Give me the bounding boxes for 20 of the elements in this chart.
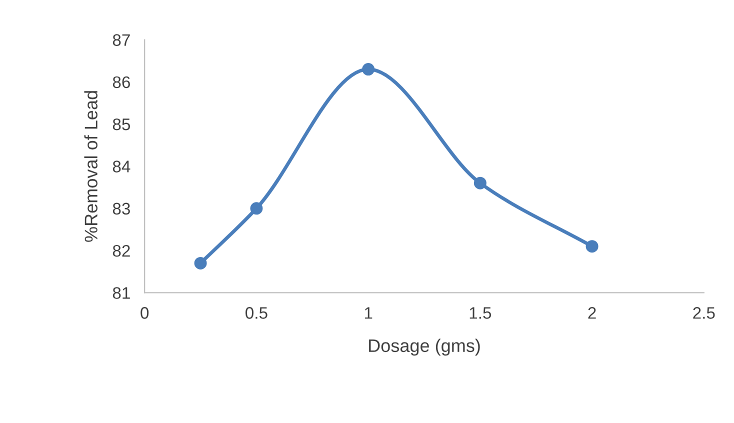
y-tick-label: 84 [112, 160, 130, 172]
x-tick-label: 0.5 [246, 307, 268, 319]
point [586, 240, 598, 253]
x-axis-title: Dosage (gms) [369, 338, 480, 356]
x-tick-label: 2 [588, 307, 596, 319]
x-tick-label: 1 [364, 307, 372, 319]
x-tick-label: 1.5 [470, 307, 492, 319]
point [362, 63, 375, 76]
y-tick-label: 87 [112, 34, 130, 46]
y-tick-label: 85 [112, 118, 130, 130]
y-tick-label: 83 [112, 202, 130, 215]
x-tick-label: 0 [140, 307, 149, 319]
y-tick-label: 81 [112, 287, 130, 299]
point [474, 176, 486, 190]
y-axis-title: %Removal of Lead [84, 91, 98, 242]
point [250, 202, 263, 215]
point [194, 256, 207, 270]
y-tick-label: 86 [112, 76, 130, 88]
x-tick-label: 2.5 [693, 307, 715, 319]
y-tick-label: 82 [112, 244, 130, 257]
